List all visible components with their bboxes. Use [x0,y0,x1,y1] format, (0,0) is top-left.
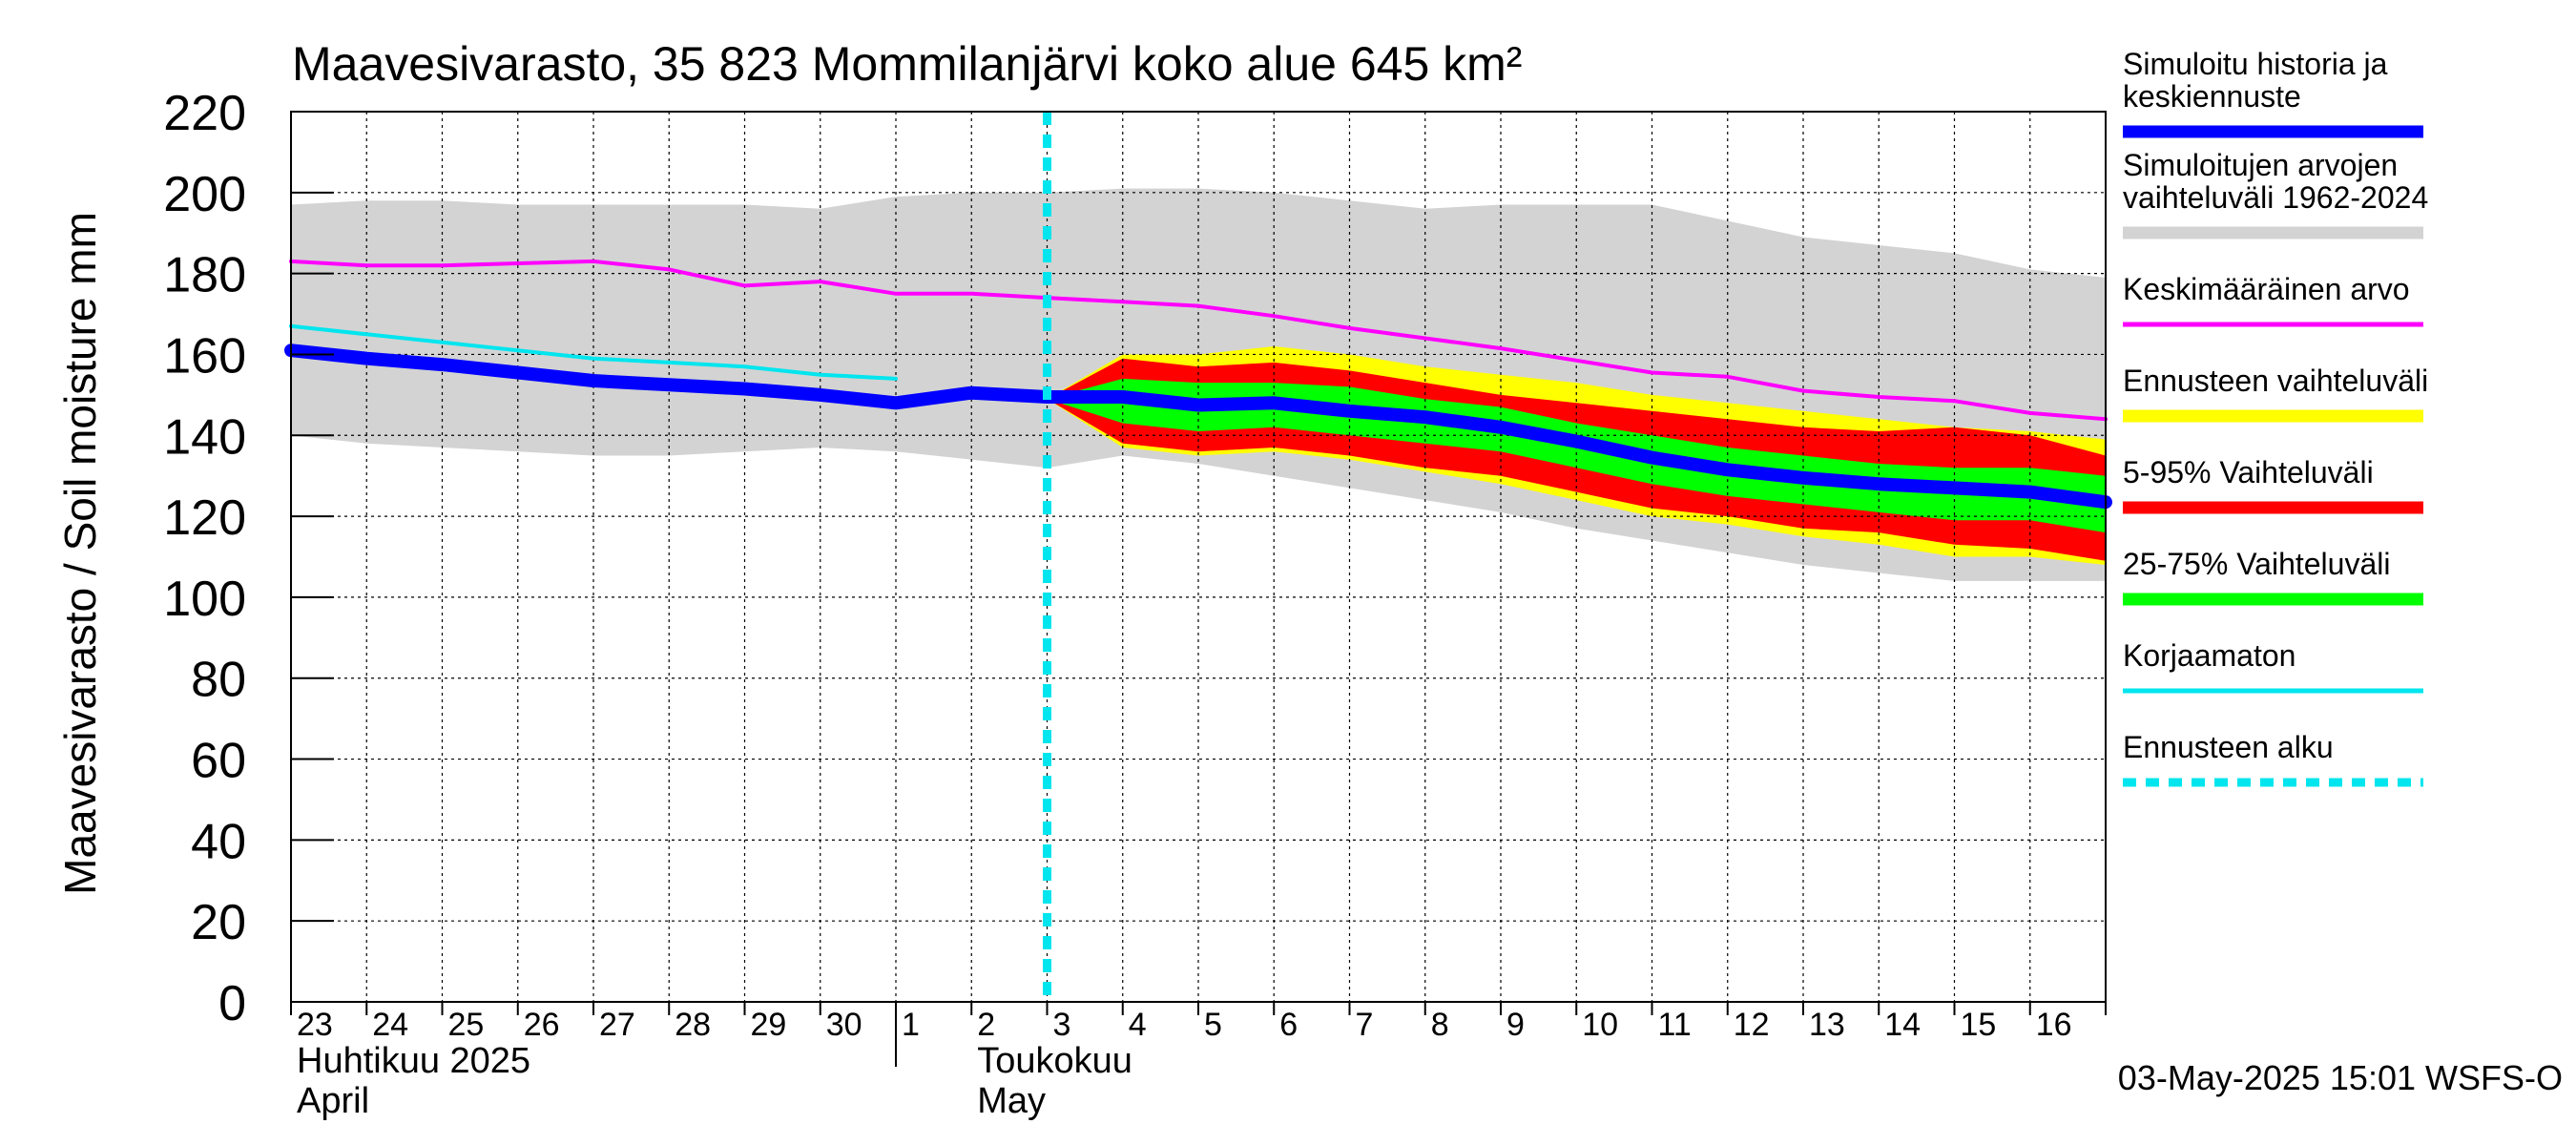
x-tick-label: 1 [902,1007,920,1043]
legend-item: Keskimääräinen arvo [2123,272,2423,327]
month-label-en: May [977,1081,1046,1121]
month-label-fi: Huhtikuu 2025 [297,1041,530,1081]
x-tick-label: 7 [1356,1007,1374,1043]
mean-line [289,259,2108,422]
legend-label: Keskimääräinen arvo [2123,272,2410,306]
series-lines-layer [284,112,2112,1002]
uncorrected-line [289,323,898,381]
legend: Simuloitu historia jakeskiennusteSimuloi… [2123,47,2428,787]
x-tick-label: 28 [675,1007,711,1043]
history-forecast-line [284,344,2112,510]
y-tick-label: 220 [163,86,246,141]
legend-label: Simuloitu historia ja [2123,47,2388,81]
legend-label: Ennusteen alku [2123,730,2334,764]
x-tick-label: 30 [826,1007,862,1043]
x-tick-label: 27 [599,1007,635,1043]
y-tick-label: 200 [163,167,246,222]
y-tick-label: 100 [163,572,246,627]
legend-label: vaihteluväli 1962-2024 [2123,180,2428,215]
y-axis-label: Maavesivarasto / Soil moisture mm [55,212,105,895]
x-tick-label: 8 [1431,1007,1449,1043]
forecast-25-75-band [1047,378,2106,533]
x-tick-label: 26 [524,1007,560,1043]
legend-label: Simuloitujen arvojen [2123,148,2398,182]
footer-timestamp: 03-May-2025 15:01 WSFS-O [2118,1058,2563,1097]
x-tick-label: 13 [1809,1007,1845,1043]
x-tick-label: 29 [751,1007,787,1043]
x-tick-label: 12 [1734,1007,1770,1043]
legend-item: Korjaamaton [2123,638,2423,694]
legend-label: keskiennuste [2123,79,2301,114]
x-tick-label: 11 [1658,1007,1692,1043]
x-tick-label: 16 [2036,1007,2072,1043]
legend-label: Korjaamaton [2123,638,2296,673]
y-tick-label: 60 [191,734,246,789]
x-tick-label: 10 [1582,1007,1618,1043]
y-tick-label: 160 [163,328,246,384]
legend-label: 25-75% Vaihteluväli [2123,547,2390,581]
grid-layer [291,112,2106,1002]
x-tick-label: 25 [448,1007,485,1043]
y-tick-label: 20 [191,895,246,950]
x-tick-labels: 23 24 25 26 27 28 29 30 1 2 3 4 5 6 7 8 9 10 11 12 13 14 15 16 [297,1007,2072,1043]
legend-item: 25-75% Vaihteluväli [2123,547,2423,606]
x-tick-label: 6 [1279,1007,1298,1043]
month-label-fi: Toukokuu [977,1041,1132,1081]
y-tick-label: 140 [163,409,246,465]
legend-item: Ennusteen alku [2123,730,2423,787]
x-tick-label: 3 [1053,1007,1071,1043]
y-tick-label: 120 [163,490,246,546]
x-tick-label: 23 [297,1007,333,1043]
y-tick-label: 80 [191,653,246,708]
x-tick-label: 15 [1961,1007,1997,1043]
x-tick-label: 14 [1884,1007,1921,1043]
x-tick-label: 4 [1129,1007,1147,1043]
legend-label: Ennusteen vaihteluväli [2123,364,2428,398]
x-tick-label: 5 [1204,1007,1222,1043]
legend-item: Ennusteen vaihteluväli [2123,364,2428,423]
chart-title: Maavesivarasto, 35 823 Mommilanjärvi kok… [292,37,1522,91]
y-tick-labels: 0 20 40 60 80 100 120 140 160 180 200 220 [163,86,246,1031]
y-tick-label: 0 [218,976,246,1031]
x-tick-label: 2 [977,1007,995,1043]
x-tick-label: 9 [1506,1007,1525,1043]
month-label-en: April [297,1081,369,1121]
y-tick-label: 180 [163,248,246,303]
axes-layer [290,111,2107,1067]
x-tick-label: 24 [372,1007,408,1043]
y-tick-label: 40 [191,814,246,869]
legend-label: 5-95% Vaihteluväli [2123,455,2374,489]
legend-item: 5-95% Vaihteluväli [2123,455,2423,514]
